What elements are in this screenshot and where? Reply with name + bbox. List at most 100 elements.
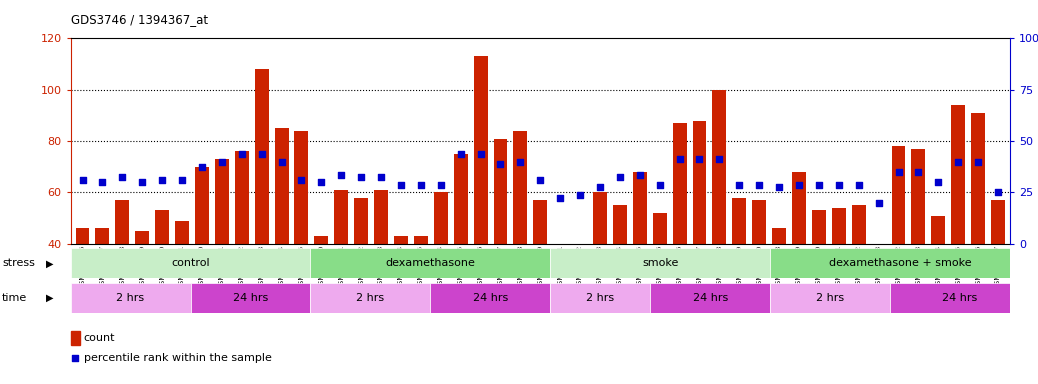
Bar [191, 283, 310, 313]
Bar [573, 244, 588, 326]
Point [750, 182, 767, 188]
Bar [215, 159, 228, 244]
Point [969, 159, 986, 165]
Text: 24 hrs: 24 hrs [472, 293, 508, 303]
Bar [394, 236, 408, 244]
Point [154, 177, 170, 183]
Bar [295, 131, 308, 244]
Text: time: time [2, 293, 27, 303]
Text: 24 hrs: 24 hrs [943, 293, 978, 303]
Bar [374, 190, 388, 244]
Bar [770, 248, 1030, 278]
Point [930, 179, 947, 185]
Bar [254, 69, 269, 244]
Bar [431, 283, 550, 313]
Bar [650, 283, 770, 313]
Bar [310, 248, 550, 278]
Point [950, 159, 966, 165]
Point [891, 169, 907, 175]
Point [373, 174, 389, 180]
Point [353, 174, 370, 180]
Bar [972, 113, 985, 244]
Bar [892, 146, 905, 244]
Point [134, 179, 151, 185]
Bar [831, 208, 846, 244]
Bar [673, 123, 686, 244]
Point [273, 159, 290, 165]
Point [412, 182, 429, 188]
Point [910, 169, 927, 175]
Bar [852, 205, 866, 244]
Text: ▶: ▶ [46, 293, 53, 303]
Bar [911, 149, 926, 244]
Bar [310, 283, 431, 313]
Point [293, 177, 309, 183]
Bar [772, 228, 786, 244]
Bar [931, 215, 946, 244]
Text: GDS3746 / 1394367_at: GDS3746 / 1394367_at [71, 13, 208, 26]
Point [592, 184, 608, 190]
Text: control: control [171, 258, 210, 268]
Bar [76, 228, 89, 244]
Bar [434, 192, 447, 244]
Point [453, 151, 469, 157]
Point [433, 182, 449, 188]
Point [691, 156, 708, 162]
Bar [155, 210, 169, 244]
Point [830, 182, 847, 188]
Bar [354, 198, 368, 244]
Text: 2 hrs: 2 hrs [116, 293, 144, 303]
Bar [612, 205, 627, 244]
Bar [792, 172, 805, 244]
Text: dexamethasone + smoke: dexamethasone + smoke [828, 258, 972, 268]
Point [811, 182, 827, 188]
Point [194, 164, 211, 170]
Bar [770, 283, 890, 313]
Text: stress: stress [2, 258, 35, 268]
Point [214, 159, 230, 165]
Bar [550, 248, 770, 278]
Bar [692, 121, 707, 244]
Text: 2 hrs: 2 hrs [356, 293, 384, 303]
Point [66, 355, 83, 361]
Point [711, 156, 728, 162]
Point [234, 151, 250, 157]
Point [392, 182, 409, 188]
Text: 2 hrs: 2 hrs [816, 293, 844, 303]
Bar [135, 231, 149, 244]
Text: 24 hrs: 24 hrs [692, 293, 728, 303]
Point [631, 171, 648, 177]
Bar [712, 90, 727, 244]
Point [173, 177, 190, 183]
Bar [275, 128, 289, 244]
Bar [514, 131, 527, 244]
Bar [550, 283, 650, 313]
Bar [633, 172, 647, 244]
Point [989, 189, 1006, 195]
Bar [593, 192, 607, 244]
Text: ▶: ▶ [46, 258, 53, 268]
Bar [235, 151, 249, 244]
Bar [991, 200, 1005, 244]
Bar [872, 244, 885, 326]
Point [114, 174, 131, 180]
Point [731, 182, 747, 188]
Point [333, 171, 350, 177]
Point [552, 195, 569, 201]
Bar [493, 139, 508, 244]
Bar [812, 210, 826, 244]
Bar [454, 154, 468, 244]
Bar [753, 200, 766, 244]
Bar [473, 56, 488, 244]
Bar [951, 105, 965, 244]
Bar [334, 190, 348, 244]
Bar [95, 228, 109, 244]
Point [771, 184, 788, 190]
Bar [534, 200, 547, 244]
Bar [414, 236, 428, 244]
Point [531, 177, 548, 183]
Point [870, 200, 886, 206]
Point [492, 161, 509, 167]
Point [850, 182, 867, 188]
Point [611, 174, 628, 180]
